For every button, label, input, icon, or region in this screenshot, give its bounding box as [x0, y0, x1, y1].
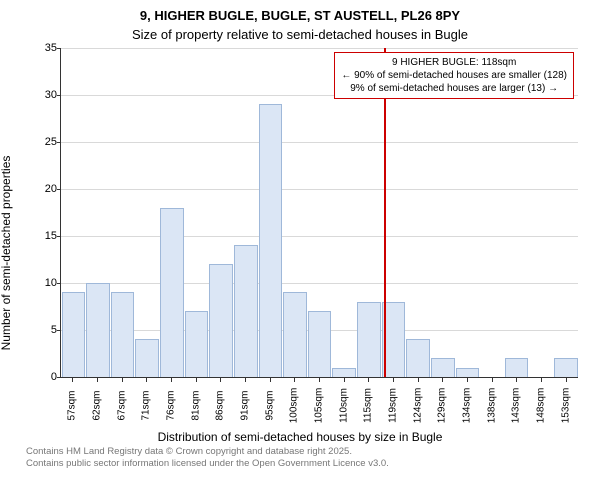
bar [111, 292, 135, 377]
x-tick-mark [344, 378, 345, 382]
bar-slot [86, 48, 111, 377]
chart-container: 9, HIGHER BUGLE, BUGLE, ST AUSTELL, PL26… [0, 0, 600, 500]
footer-line2: Contains public sector information licen… [26, 458, 588, 470]
x-tick-label: 62sqm [92, 390, 103, 420]
bar-slot [135, 48, 160, 377]
x-tick-mark [72, 378, 73, 382]
bar [86, 283, 110, 377]
x-tick-label: 67sqm [116, 390, 127, 420]
y-tick-label: 25 [33, 136, 57, 148]
x-tick-label: 81sqm [190, 390, 201, 420]
x-tick-mark [97, 378, 98, 382]
callout-box: 9 HIGHER BUGLE: 118sqm ← 90% of semi-det… [334, 52, 574, 99]
bar-slot [307, 48, 332, 377]
bar [357, 302, 381, 377]
x-tick-mark [146, 378, 147, 382]
y-tick-label: 30 [33, 89, 57, 101]
x-tick-mark [245, 378, 246, 382]
x-tick-mark [516, 378, 517, 382]
bar [505, 358, 529, 377]
bar [160, 208, 184, 377]
x-tick-mark [442, 378, 443, 382]
x-tick-label: 143sqm [511, 388, 522, 424]
callout-line1: 9 HIGHER BUGLE: 118sqm [341, 56, 567, 69]
x-tick-mark [270, 378, 271, 382]
x-ticks-region: 57sqm 62sqm 67sqm 71sqm 76sqm 81sqm 86sqm 91sqm… [60, 378, 578, 426]
y-tick-label: 5 [33, 324, 57, 336]
x-tick-mark [196, 378, 197, 382]
bar [283, 292, 307, 377]
x-tick-mark [418, 378, 419, 382]
footer-line1: Contains HM Land Registry data © Crown c… [26, 446, 588, 458]
bar [332, 368, 356, 377]
x-axis-label: Distribution of semi-detached houses by … [12, 430, 588, 444]
x-tick-label: 138sqm [486, 388, 497, 424]
x-tick-mark [541, 378, 542, 382]
y-tick-label: 35 [33, 42, 57, 54]
bar [406, 339, 430, 377]
callout-line3: 9% of semi-detached houses are larger (1… [341, 82, 567, 95]
footer-text: Contains HM Land Registry data © Crown c… [26, 446, 588, 471]
bar [234, 245, 258, 377]
x-tick-label: 148sqm [536, 388, 547, 424]
bar-slot [283, 48, 308, 377]
bar-slot [110, 48, 135, 377]
x-tick-label: 105sqm [314, 388, 325, 424]
y-tick-label: 20 [33, 183, 57, 195]
bar [308, 311, 332, 377]
x-tick-mark [171, 378, 172, 382]
chart-title: 9, HIGHER BUGLE, BUGLE, ST AUSTELL, PL26… [12, 8, 588, 25]
bar-slot [184, 48, 209, 377]
bar [62, 292, 86, 377]
y-axis-label: Number of semi-detached properties [0, 156, 13, 351]
x-tick-label: 100sqm [289, 388, 300, 424]
bar-slot [233, 48, 258, 377]
bar [135, 339, 159, 377]
bar [554, 358, 578, 377]
x-tick-label: 134sqm [462, 388, 473, 424]
bar [456, 368, 480, 377]
plot-region: 9 HIGHER BUGLE: 118sqm ← 90% of semi-det… [60, 48, 578, 378]
x-tick-mark [368, 378, 369, 382]
bar [431, 358, 455, 377]
x-tick-mark [220, 378, 221, 382]
x-tick-mark [492, 378, 493, 382]
x-tick-label: 153sqm [560, 388, 571, 424]
x-tick-label: 91sqm [240, 390, 251, 420]
x-tick-label: 110sqm [338, 388, 349, 423]
x-tick-label: 119sqm [388, 388, 399, 423]
chart-subtitle: Size of property relative to semi-detach… [12, 27, 588, 42]
y-tick-label: 15 [33, 230, 57, 242]
bar-slot [160, 48, 185, 377]
callout-line2: ← 90% of semi-detached houses are smalle… [341, 69, 567, 82]
x-tick-label: 71sqm [141, 390, 152, 420]
x-tick-mark [319, 378, 320, 382]
x-tick-label: 76sqm [166, 390, 177, 420]
bar-slot [61, 48, 86, 377]
x-tick-label: 86sqm [215, 390, 226, 420]
x-tick-mark [294, 378, 295, 382]
chart-area: Number of semi-detached properties 9 HIG… [12, 48, 588, 444]
bar [209, 264, 233, 377]
bar [259, 104, 283, 377]
x-tick-label: 115sqm [363, 388, 374, 423]
x-tick-mark [122, 378, 123, 382]
x-tick-label: 124sqm [412, 388, 423, 424]
x-tick-mark [393, 378, 394, 382]
x-tick-label: 57sqm [67, 390, 78, 420]
x-tick-label: 129sqm [437, 388, 448, 424]
x-tick-mark [566, 378, 567, 382]
x-tick-label: 95sqm [264, 390, 275, 420]
bar-slot [258, 48, 283, 377]
bar [185, 311, 209, 377]
y-tick-label: 0 [33, 371, 57, 383]
bar-slot [209, 48, 234, 377]
x-tick-mark [467, 378, 468, 382]
y-tick-label: 10 [33, 277, 57, 289]
